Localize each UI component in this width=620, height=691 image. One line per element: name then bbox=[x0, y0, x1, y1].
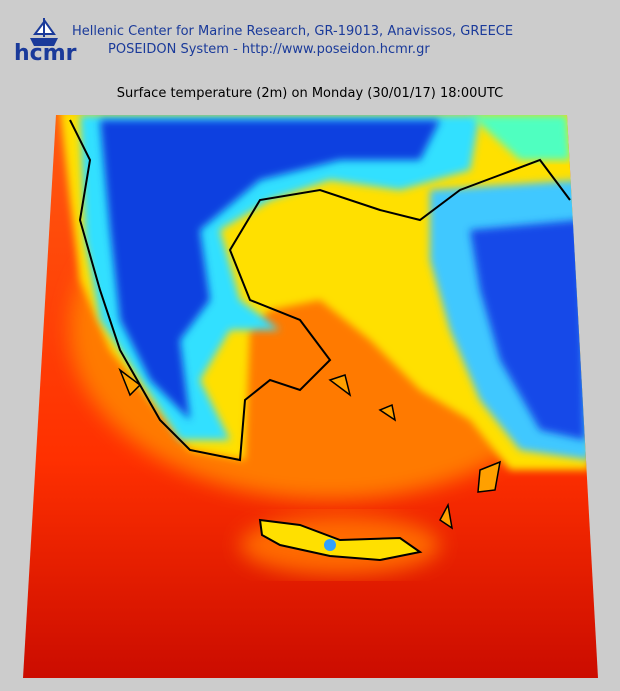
logo-text: hcmr bbox=[14, 41, 77, 66]
header-line2: POSEIDON System - http://www.poseidon.hc… bbox=[108, 42, 430, 57]
logo: hcmr bbox=[14, 18, 77, 66]
map bbox=[23, 115, 598, 678]
header-line1: Hellenic Center for Marine Research, GR-… bbox=[72, 24, 513, 39]
map-title: Surface temperature (2m) on Monday (30/0… bbox=[117, 86, 503, 101]
